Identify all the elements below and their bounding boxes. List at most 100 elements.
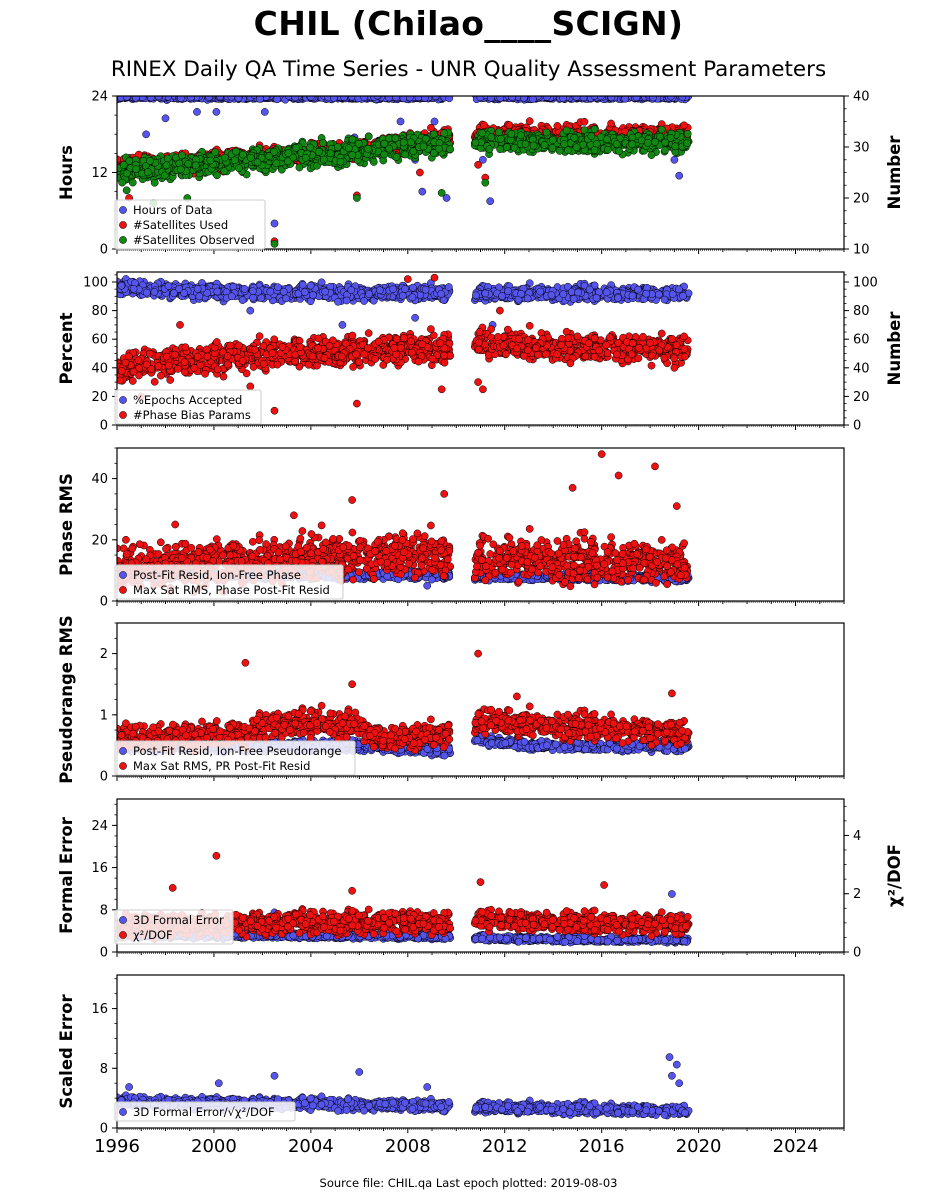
legend-marker [119,236,127,244]
data-point [401,150,410,159]
data-point [348,151,357,159]
data-point [380,150,389,159]
data-point [392,153,401,161]
data-point [326,149,335,158]
data-point [119,161,128,169]
data-point [471,138,480,147]
data-point [385,96,393,102]
data-point [234,96,243,102]
data-point [487,133,496,142]
data-point [238,296,247,304]
data-point [590,96,599,100]
outlier-point [193,108,201,116]
data-point [246,153,255,162]
data-point [520,96,528,102]
data-point [399,138,408,147]
data-point [291,96,300,102]
data-point [656,132,664,141]
data-point [235,164,243,173]
data-point [138,96,147,102]
data-point [540,141,549,149]
data-point [348,135,357,144]
data-point [440,129,449,138]
data-point [392,96,400,102]
outlier-point [437,189,446,197]
chart-title: CHIL (Chilao____SCIGN) [253,4,684,43]
data-point [347,96,356,101]
y-tick-label: 24 [91,90,108,105]
data-point [344,144,353,153]
data-point [306,96,315,101]
data-point [683,139,691,147]
outlier-point [142,130,150,139]
data-point [525,117,534,125]
legend-marker [119,221,127,229]
data-point [529,96,537,103]
data-point [229,282,238,291]
data-point [480,121,488,129]
data-point [314,147,323,156]
data-point [354,139,363,148]
data-point [191,161,200,170]
y2-tick-label: 10 [853,243,870,258]
data-point [220,153,229,162]
data-point [319,155,328,164]
data-point [150,178,159,187]
data-point [122,169,131,178]
y-tick-label: 0 [100,243,108,258]
data-point [553,122,562,130]
data-point [495,128,503,137]
y-axis-label: Hours [57,145,76,200]
panel-2: 020406080100Percent020406080100Number%Ep… [57,271,904,434]
data-point [206,156,215,165]
y2-tick-label: 20 [853,192,870,207]
data-point [253,158,262,167]
data-point [590,125,599,134]
legend-entry: Hours of Data [133,203,213,217]
data-point [144,168,152,176]
data-point [364,132,373,141]
data-point [405,96,414,102]
outlier-point [396,117,405,126]
outlier-point [122,186,131,195]
data-point [485,145,494,154]
data-point [570,133,579,142]
data-point [306,143,314,152]
data-point [632,96,641,102]
y2-tick-label: 30 [853,141,870,156]
data-point [559,96,567,103]
data-point [508,96,516,101]
data-point [478,129,487,137]
data-point [421,96,429,102]
outlier-point [161,114,170,123]
outlier-point [442,194,451,202]
data-point [529,141,538,150]
data-point [273,96,281,104]
data-point [187,96,195,102]
data-point [184,159,193,168]
data-point [369,158,378,166]
data-point [661,146,669,155]
outlier-point [479,155,487,164]
data-point [548,136,557,144]
outlier-point [270,240,279,248]
data-point [391,134,400,143]
data-point [505,121,514,129]
data-point [232,147,240,156]
data-point [250,96,258,99]
data-point [507,130,516,138]
data-point [612,140,621,148]
data-point [333,143,342,151]
data-point [615,147,623,155]
data-point [643,138,652,147]
outlier-point [474,160,482,169]
data-point [487,96,495,102]
data-point [131,96,140,102]
outlier-point [260,108,269,116]
data-point [419,142,428,151]
data-point [579,96,588,102]
outlier-point [486,197,495,206]
data-point [435,144,443,153]
data-point [178,151,186,160]
data-point [295,163,304,172]
